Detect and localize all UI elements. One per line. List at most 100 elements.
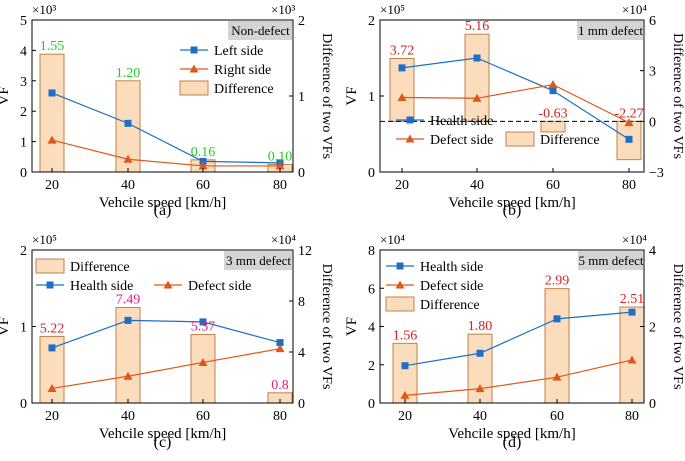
left-axis-exponent: ×10³	[32, 2, 56, 17]
left-axis-exponent: ×10⁵	[32, 232, 57, 247]
left-axis-exponent: ×10⁴	[380, 232, 405, 247]
point-marker-square	[199, 157, 207, 165]
bar-value-label: -2.27	[614, 106, 643, 121]
point-marker-triangle	[552, 372, 562, 381]
bar-value-label: 1.20	[116, 66, 141, 81]
y2-tick-label: 2	[649, 321, 656, 336]
legend-label: Defect side	[430, 133, 493, 148]
condition-tag: 1 mm defect	[578, 23, 643, 38]
legend-label: Difference	[70, 260, 130, 275]
legend: Health side Defect side Difference	[385, 260, 483, 313]
legend-label: Defect side	[188, 279, 251, 294]
y2-tick-label: 4	[649, 244, 656, 259]
series-line-1	[51, 319, 281, 349]
x-tick-label: 60	[196, 178, 210, 193]
x-tick-label: 60	[196, 409, 210, 424]
legend-marker-square	[46, 281, 54, 289]
series-line-1	[404, 311, 633, 367]
x-tick-label: 20	[398, 409, 412, 424]
x-axis-title: Vehcile speed [km/h]	[99, 195, 226, 211]
legend: Left side Right side Difference	[179, 44, 274, 97]
bar-value-label: 5.22	[40, 321, 65, 336]
bar-value-label: 3.72	[390, 44, 415, 59]
point-marker-triangle	[47, 383, 57, 392]
y-tick-label: 8	[368, 244, 375, 259]
x-tick-label: 40	[473, 409, 487, 424]
y2-tick-label: 4	[298, 346, 305, 361]
point-marker-square	[549, 87, 557, 95]
condition-tag-bg	[577, 21, 643, 40]
bar-value-label: 7.49	[116, 293, 141, 308]
point-marker-triangle	[47, 135, 57, 144]
panel-caption: (d)	[503, 434, 522, 451]
x-tick-label: 20	[395, 178, 409, 193]
legend-label: Difference	[214, 82, 274, 97]
bar-difference	[544, 288, 570, 404]
point-marker-triangle	[472, 93, 482, 102]
series-line-2	[51, 348, 281, 390]
x-tick-label: 60	[546, 178, 560, 193]
x-tick-label: 40	[121, 178, 135, 193]
y2-tick-label: 3	[649, 65, 656, 80]
y-tick-label: 0	[20, 397, 27, 412]
bar-value-label: -0.63	[538, 106, 567, 121]
bar-value-label: 5.37	[191, 320, 216, 335]
y-tick-label: 1	[20, 136, 27, 151]
y2-axis-title: Difference of two VFs	[319, 264, 334, 390]
legend-marker-triangle	[163, 280, 173, 289]
condition-tag-bg	[224, 251, 292, 270]
x-axis-title: Vehcile speed [km/h]	[448, 195, 575, 211]
point-marker-square	[48, 344, 56, 352]
series-line-2	[404, 359, 633, 396]
left-axis-exponent: ×10⁵	[380, 2, 405, 17]
x-tick-label: 80	[273, 178, 287, 193]
bar-value-label: 0.10	[268, 149, 293, 164]
legend-label: Health side	[420, 260, 483, 275]
bar-difference	[467, 333, 493, 404]
y2-tick-label: 8	[298, 295, 305, 310]
point-marker-triangle	[624, 118, 634, 127]
x-tick-label: 20	[45, 178, 59, 193]
x-tick-label: 80	[273, 409, 287, 424]
point-marker-square	[48, 89, 56, 97]
point-marker-square	[553, 315, 561, 323]
bar-value-label: 5.16	[465, 19, 490, 34]
right-axis-exponent: ×10⁴	[271, 232, 296, 247]
x-tick-label: 20	[45, 409, 59, 424]
condition-tag: 3 mm defect	[226, 253, 291, 268]
y2-tick-label: 12	[298, 244, 312, 259]
condition-tag-bg	[228, 21, 292, 40]
y2-tick-label: −3	[649, 166, 664, 181]
bar-value-label: 0.16	[191, 145, 216, 160]
bar-value-label: 1.56	[393, 328, 418, 343]
y-tick-label: 0	[20, 166, 27, 181]
condition-tag-bg	[578, 251, 643, 270]
y-tick-label: 6	[368, 282, 375, 297]
y-axis-title: VF	[344, 86, 360, 105]
y-tick-label: 4	[368, 321, 375, 336]
legend-marker-square	[406, 116, 414, 124]
panel-caption: (c)	[154, 434, 172, 451]
chart-panel-2: 3.72 5.16 -0.63 -2.27 0 1 2 −3 0 3 6 20 40 60 80 ×10⁵ ×1…	[344, 2, 685, 219]
y-tick-label: 1	[368, 90, 375, 105]
y2-tick-label: 6	[649, 14, 656, 29]
bar-difference	[190, 334, 216, 404]
panel-caption: (b)	[503, 202, 522, 219]
y2-axis-title: Difference of two VFs	[319, 33, 334, 159]
bar-value-label: 2.99	[545, 274, 570, 289]
series-line-1	[51, 92, 281, 164]
x-tick-label: 40	[121, 409, 135, 424]
x-tick-label: 80	[625, 409, 639, 424]
point-marker-triangle	[275, 344, 285, 353]
point-marker-square	[398, 64, 406, 72]
legend-swatch-bar	[505, 131, 535, 147]
right-axis-exponent: ×10⁴	[622, 2, 647, 17]
legend-marker-triangle	[405, 134, 415, 143]
legend: Health side Defect side Difference	[396, 114, 600, 148]
point-marker-triangle	[198, 161, 208, 170]
right-axis-exponent: ×10³	[271, 2, 295, 17]
y2-tick-label: 0	[298, 397, 305, 412]
x-axis-title: Vehcile speed [km/h]	[99, 426, 226, 442]
x-tick-label: 80	[622, 178, 636, 193]
